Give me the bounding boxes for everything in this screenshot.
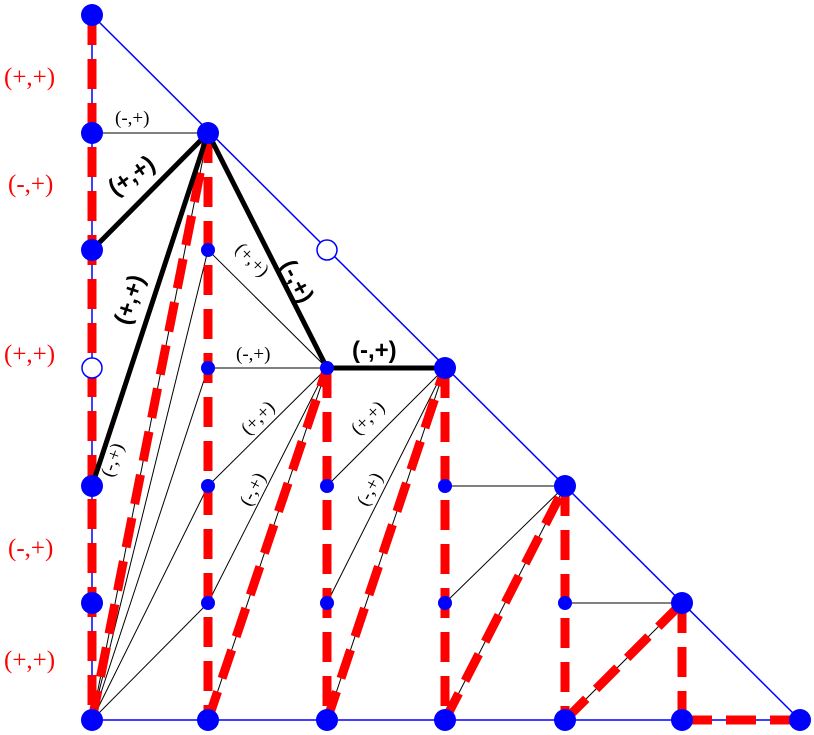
small-nodes (201, 243, 572, 610)
side-label-3: (+,+) (4, 341, 55, 368)
large-nodes (81, 4, 811, 731)
edge-label-top-horizontal: (-,+) (115, 108, 149, 129)
side-labels: (+,+) (-,+) (+,+) (-,+) (+,+) (4, 64, 55, 674)
edge-label-bold-horizontal: (-,+) (352, 337, 397, 364)
side-label-5: (+,+) (4, 647, 55, 674)
side-label-1: (+,+) (4, 64, 55, 91)
edge-label-small-left-bottom: (-,+) (97, 440, 129, 480)
hollow-nodes (81, 239, 338, 379)
side-label-2: (-,+) (8, 171, 53, 198)
edge-label-col2-horizontal: (-,+) (236, 344, 270, 365)
bold-black-path (89, 128, 445, 487)
edge-label-col3-diag-mid: (+,+) (347, 397, 389, 439)
side-label-4: (-,+) (8, 535, 53, 562)
edge-label-bold-upper-left: (+,+) (103, 150, 160, 201)
edge-label-col3-diag-low: (-,+) (353, 469, 388, 509)
edge-label-col2-diag-mid: (+,+) (237, 397, 279, 439)
